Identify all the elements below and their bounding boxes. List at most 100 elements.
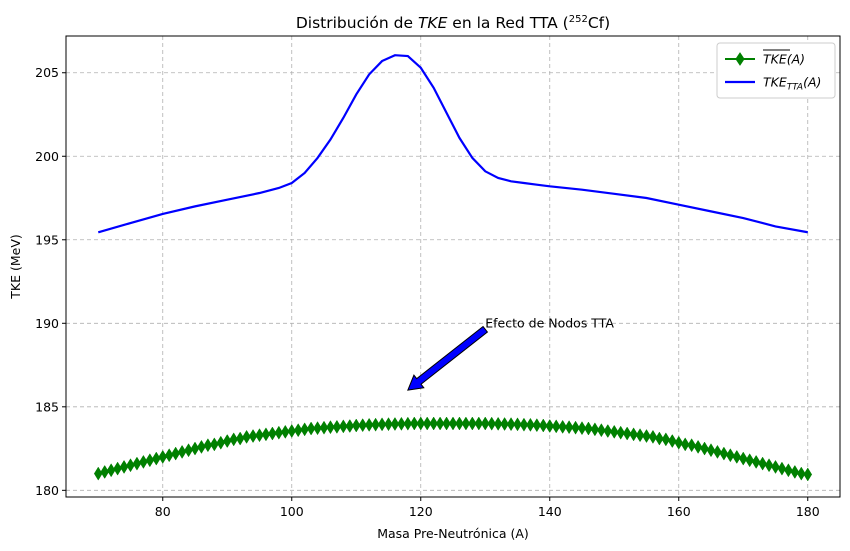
data-point-diamond	[339, 419, 348, 434]
series-tke-tta-line	[97, 54, 808, 234]
data-point-diamond	[603, 424, 613, 439]
data-point-diamond	[493, 416, 503, 431]
data-point-diamond	[545, 419, 555, 433]
data-point-diamond	[390, 417, 400, 431]
series-tke-mean-markers	[93, 416, 813, 482]
legend-marker-diamond	[735, 52, 745, 66]
x-tick-label: 180	[796, 504, 820, 519]
data-point-diamond	[506, 417, 516, 432]
data-point-diamond	[758, 456, 767, 471]
data-point-diamond	[719, 446, 729, 461]
data-point-diamond	[680, 437, 690, 452]
data-point-diamond	[313, 421, 322, 436]
data-point-diamond	[777, 461, 787, 476]
data-point-diamond	[461, 416, 471, 431]
data-point-diamond	[584, 421, 593, 436]
data-point-diamond	[803, 467, 813, 482]
data-point-diamond	[377, 417, 387, 432]
legend-box	[716, 42, 836, 99]
legend-label-tke-tta: TKETTA(A)	[763, 75, 821, 93]
plot-series	[93, 54, 813, 482]
axis-ticks: 80 100 120 140 160 180 180 185 190 195 200 205	[35, 65, 820, 519]
chart-title: Distribución de TKE en la Red TTA (252Cf…	[296, 14, 610, 32]
y-tick-label: 185	[35, 399, 59, 414]
data-point-diamond	[255, 428, 264, 443]
x-axis-label: Masa Pre-Neutrónica (A)	[377, 526, 529, 541]
data-point-diamond	[242, 429, 251, 444]
data-point-diamond	[397, 416, 406, 431]
data-point-diamond	[281, 424, 290, 439]
y-tick-label: 190	[35, 316, 59, 331]
data-point-diamond	[287, 424, 297, 439]
data-point-diamond	[668, 434, 677, 449]
annotation-text: Efecto de Nodos TTA	[485, 315, 614, 330]
data-point-diamond	[371, 417, 380, 432]
data-point-diamond	[790, 464, 800, 479]
x-tick-label: 140	[538, 504, 562, 519]
data-point-diamond	[474, 416, 484, 431]
y-tick-label: 205	[35, 65, 59, 80]
x-tick-label: 100	[280, 504, 304, 519]
data-point-diamond	[693, 439, 703, 454]
y-tick-label: 200	[35, 149, 59, 164]
data-point-diamond	[274, 425, 284, 440]
data-point-diamond	[332, 419, 342, 434]
data-point-diamond	[629, 427, 638, 442]
data-point-diamond	[448, 416, 458, 431]
data-point-diamond	[751, 454, 761, 469]
data-point-diamond	[358, 418, 367, 433]
data-point-diamond	[622, 426, 632, 441]
data-point-diamond	[468, 416, 477, 431]
data-point-diamond	[500, 417, 509, 431]
data-point-diamond	[687, 438, 696, 453]
grid-lines	[66, 36, 840, 497]
y-axis-label: TKE (MeV)	[8, 234, 23, 299]
data-point-diamond	[597, 423, 606, 438]
data-point-diamond	[532, 418, 542, 433]
data-point-diamond	[745, 453, 754, 468]
data-point-diamond	[351, 418, 361, 433]
data-point-diamond	[526, 417, 535, 432]
data-point-diamond	[416, 416, 426, 431]
data-point-diamond	[635, 428, 645, 443]
data-point-diamond	[571, 420, 580, 435]
data-point-diamond	[771, 459, 780, 474]
data-point-diamond	[577, 421, 587, 436]
data-point-diamond	[326, 420, 335, 435]
annotation-arrow	[407, 325, 489, 391]
data-point-diamond	[319, 420, 329, 435]
data-point-diamond	[203, 438, 213, 453]
data-point-diamond	[784, 463, 793, 478]
data-point-diamond	[513, 417, 522, 432]
data-point-diamond	[648, 429, 658, 444]
data-point-diamond	[293, 423, 303, 438]
data-point-diamond	[726, 448, 735, 463]
data-point-diamond	[706, 443, 716, 458]
data-point-diamond	[539, 418, 548, 433]
data-point-diamond	[442, 416, 451, 431]
data-point-diamond	[422, 416, 432, 431]
data-point-diamond	[384, 417, 393, 432]
data-point-diamond	[300, 422, 309, 437]
data-point-diamond	[564, 420, 574, 435]
data-point-diamond	[261, 427, 271, 442]
data-point-diamond	[551, 419, 561, 434]
data-point-diamond	[661, 432, 671, 447]
legend-label-tke-mean: TKE(A)	[763, 52, 805, 67]
data-point-diamond	[732, 449, 742, 464]
legend: TKE(A) TKETTA(A)	[716, 42, 836, 99]
data-point-diamond	[455, 416, 464, 431]
data-point-diamond	[713, 444, 722, 459]
data-point-diamond	[590, 422, 600, 437]
data-point-diamond	[558, 419, 567, 434]
x-tick-label: 120	[409, 504, 433, 519]
data-point-diamond	[345, 419, 355, 433]
data-point-diamond	[306, 421, 316, 436]
axes-frame	[65, 35, 841, 498]
annotation: Efecto de Nodos TTA	[407, 315, 614, 391]
data-point-diamond	[403, 416, 413, 431]
data-point-diamond	[487, 416, 496, 431]
data-point-diamond	[435, 416, 445, 431]
data-point-diamond	[738, 451, 748, 466]
